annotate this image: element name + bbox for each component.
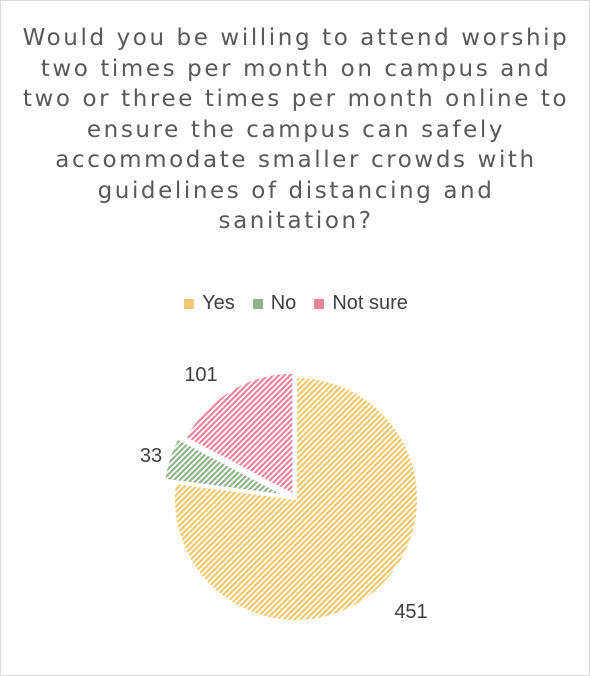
legend-item-yes: Yes	[184, 292, 235, 315]
legend-item-no: No	[252, 292, 297, 315]
pie-slice-yes	[173, 375, 419, 622]
pie-slice-no	[163, 437, 286, 497]
legend-label-yes: Yes	[202, 292, 235, 314]
data-label-not-sure: 101	[184, 364, 217, 386]
pie-slices	[163, 371, 419, 622]
legend: Yes No Not sure	[1, 292, 589, 315]
legend-item-not-sure: Not sure	[314, 292, 408, 315]
legend-swatch-yes	[184, 298, 195, 309]
legend-label-no: No	[270, 292, 297, 314]
data-labels: 451 33 101	[140, 364, 428, 623]
data-label-no: 33	[140, 445, 162, 467]
data-label-yes: 451	[394, 601, 427, 623]
pie-slice-not-sure	[184, 371, 295, 497]
legend-swatch-not-sure	[314, 298, 325, 309]
chart-title: Would you be willing to attend worship t…	[22, 25, 570, 234]
legend-label-not-sure: Not sure	[332, 292, 408, 314]
legend-swatch-no	[252, 298, 263, 309]
